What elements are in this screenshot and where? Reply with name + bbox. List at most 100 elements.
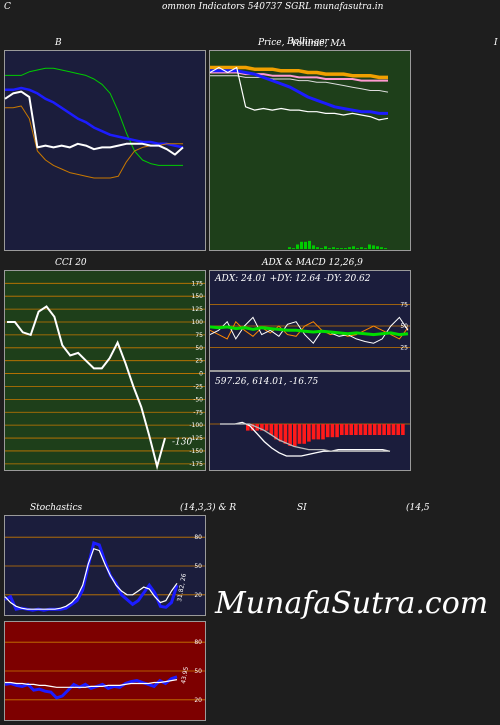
volume-bar [344, 248, 347, 249]
bollinger-panel [4, 50, 206, 251]
rsi-ma-line [5, 679, 178, 688]
volume-bar [380, 247, 383, 249]
cci-tick-label: -75 [193, 409, 203, 416]
volume-bar [376, 246, 379, 249]
macd-histogram-bar [297, 424, 302, 444]
cci-tick-label: 175 [192, 280, 204, 287]
cci-tick-label: -50 [193, 396, 203, 403]
price_volume-price-line [209, 66, 389, 121]
rsi-tick-label: 50 [194, 668, 202, 675]
adx-adx-line [209, 325, 409, 337]
cci-tick-label: -125 [189, 435, 203, 442]
cci-tick-label: 25 [195, 358, 203, 365]
stochastics-chart: 80 50 20 31.82, 26 [4, 534, 205, 612]
macd-histogram-bar [278, 424, 283, 442]
cci-panel: 175 150 125 100 75 50 25 0 -25 -50 -75 -100 -125 -150… [4, 270, 206, 471]
rsi-params: (14,5 [406, 503, 430, 513]
cci-tick-label: 125 [192, 306, 204, 313]
bollinger-middle_band-line [5, 86, 184, 149]
volume-bar [292, 248, 295, 249]
cci-tick-label: 150 [192, 293, 204, 300]
cci-tick-label: 75 [195, 332, 203, 339]
macd-macd-line [220, 421, 391, 457]
macd-histogram-bar [401, 424, 405, 435]
macd-readout: 597.26, 614.01, -16.75 [215, 377, 319, 387]
volume-bar [368, 244, 371, 249]
volume-bar [300, 241, 303, 249]
macd-histogram-bar [344, 424, 349, 435]
rsi-tick-label: 80 [194, 639, 202, 646]
macd-histogram-bar [330, 424, 335, 438]
cci-title: CCI 20 [55, 258, 87, 268]
macd-histogram-bar [246, 424, 250, 431]
volume-bar [384, 248, 387, 249]
cci-cci-line [7, 305, 166, 471]
cci-value-label: -130 [172, 438, 192, 448]
macd-histogram-bar [302, 424, 306, 444]
macd-histogram-bar [349, 424, 353, 435]
cci-tick-label: -150 [189, 448, 203, 455]
bollinger-chart [4, 67, 184, 179]
volume-bar [360, 247, 363, 249]
volume-bar [328, 248, 331, 249]
macd-histogram-bar [335, 424, 339, 438]
rsi-rsi-line [4, 675, 178, 700]
macd-histogram-bar [340, 424, 344, 435]
macd-histogram-bar [260, 424, 264, 431]
macd-signal-line [220, 423, 390, 452]
macd-histogram-bar [382, 424, 386, 435]
bollinger-title: B [55, 38, 62, 48]
rsi-value-label: 43.95 [180, 666, 190, 684]
macd-histogram-bar [391, 424, 396, 435]
volume-bar [308, 240, 311, 249]
volume-bar [348, 247, 351, 249]
macd-histogram-bar [358, 424, 363, 435]
cci-tick-label: -25 [193, 383, 203, 390]
stochastics-k-line [4, 541, 179, 612]
rsi-chart: 80 50 20 43.95 [4, 639, 205, 704]
rsi-tick-label: 20 [194, 697, 202, 704]
macd-histogram-bar [372, 424, 377, 435]
adx-tick-label: 50 [400, 323, 408, 330]
volume-bar [336, 248, 339, 249]
stochastics-d-line [4, 547, 178, 610]
adx-readout: ADX: 24.01 +DY: 12.64 -DY: 20.62 [215, 274, 371, 284]
adx-tick-label: 75 [400, 302, 408, 309]
macd-histogram-bar [321, 424, 325, 440]
volume-bar [312, 245, 315, 249]
volume-bar [288, 247, 291, 249]
macd-histogram-bar [354, 424, 358, 435]
cci-tick-label: -100 [189, 422, 203, 429]
volume-bar [356, 248, 359, 249]
volume-bar [324, 246, 327, 249]
adx-tick-label: 25 [400, 345, 408, 352]
bollinger-price-line [4, 90, 184, 156]
stochastics-value-label: 31.82, 26 [176, 573, 188, 603]
price-title-part1: Price, [258, 38, 285, 48]
volume-bar [364, 248, 367, 249]
volume-bar [320, 248, 323, 249]
price_volume-ma_pink-line [210, 71, 388, 82]
cci-tick-label: 0 [199, 371, 203, 378]
macd-histogram-bar [325, 424, 330, 438]
macd-histogram-bar [368, 424, 372, 435]
macd-histogram-bar [283, 424, 288, 444]
macd-histogram-bar [250, 424, 255, 431]
macd-histogram-bar [387, 424, 391, 435]
stochastics-params: (14,3,3) & R [180, 503, 237, 513]
stochastics-tick-label: 80 [194, 534, 202, 541]
adx-panel: ADX: 24.01 +DY: 12.64 -DY: 20.62 75 50 25 [209, 270, 411, 371]
macd-histogram-bar [307, 424, 311, 442]
page-title: ommon Indicators 540737 SGRL munafasutra… [162, 2, 384, 12]
stochastics-tick-label: 50 [194, 563, 202, 570]
price-volume-chart [209, 65, 389, 249]
price-title-part2: Volume, MA [291, 39, 347, 49]
price_volume-ma_blue-line [210, 69, 388, 115]
macd-histogram-bar [274, 424, 278, 440]
macd-histogram-bar [293, 424, 297, 446]
volume-bar [352, 246, 355, 249]
macd-histogram-bar [288, 424, 292, 446]
price-title-overlap: Bollinger [287, 37, 329, 47]
stochastics-tick-label: 20 [194, 592, 202, 599]
watermark: MunafaSutra.com [215, 586, 489, 621]
